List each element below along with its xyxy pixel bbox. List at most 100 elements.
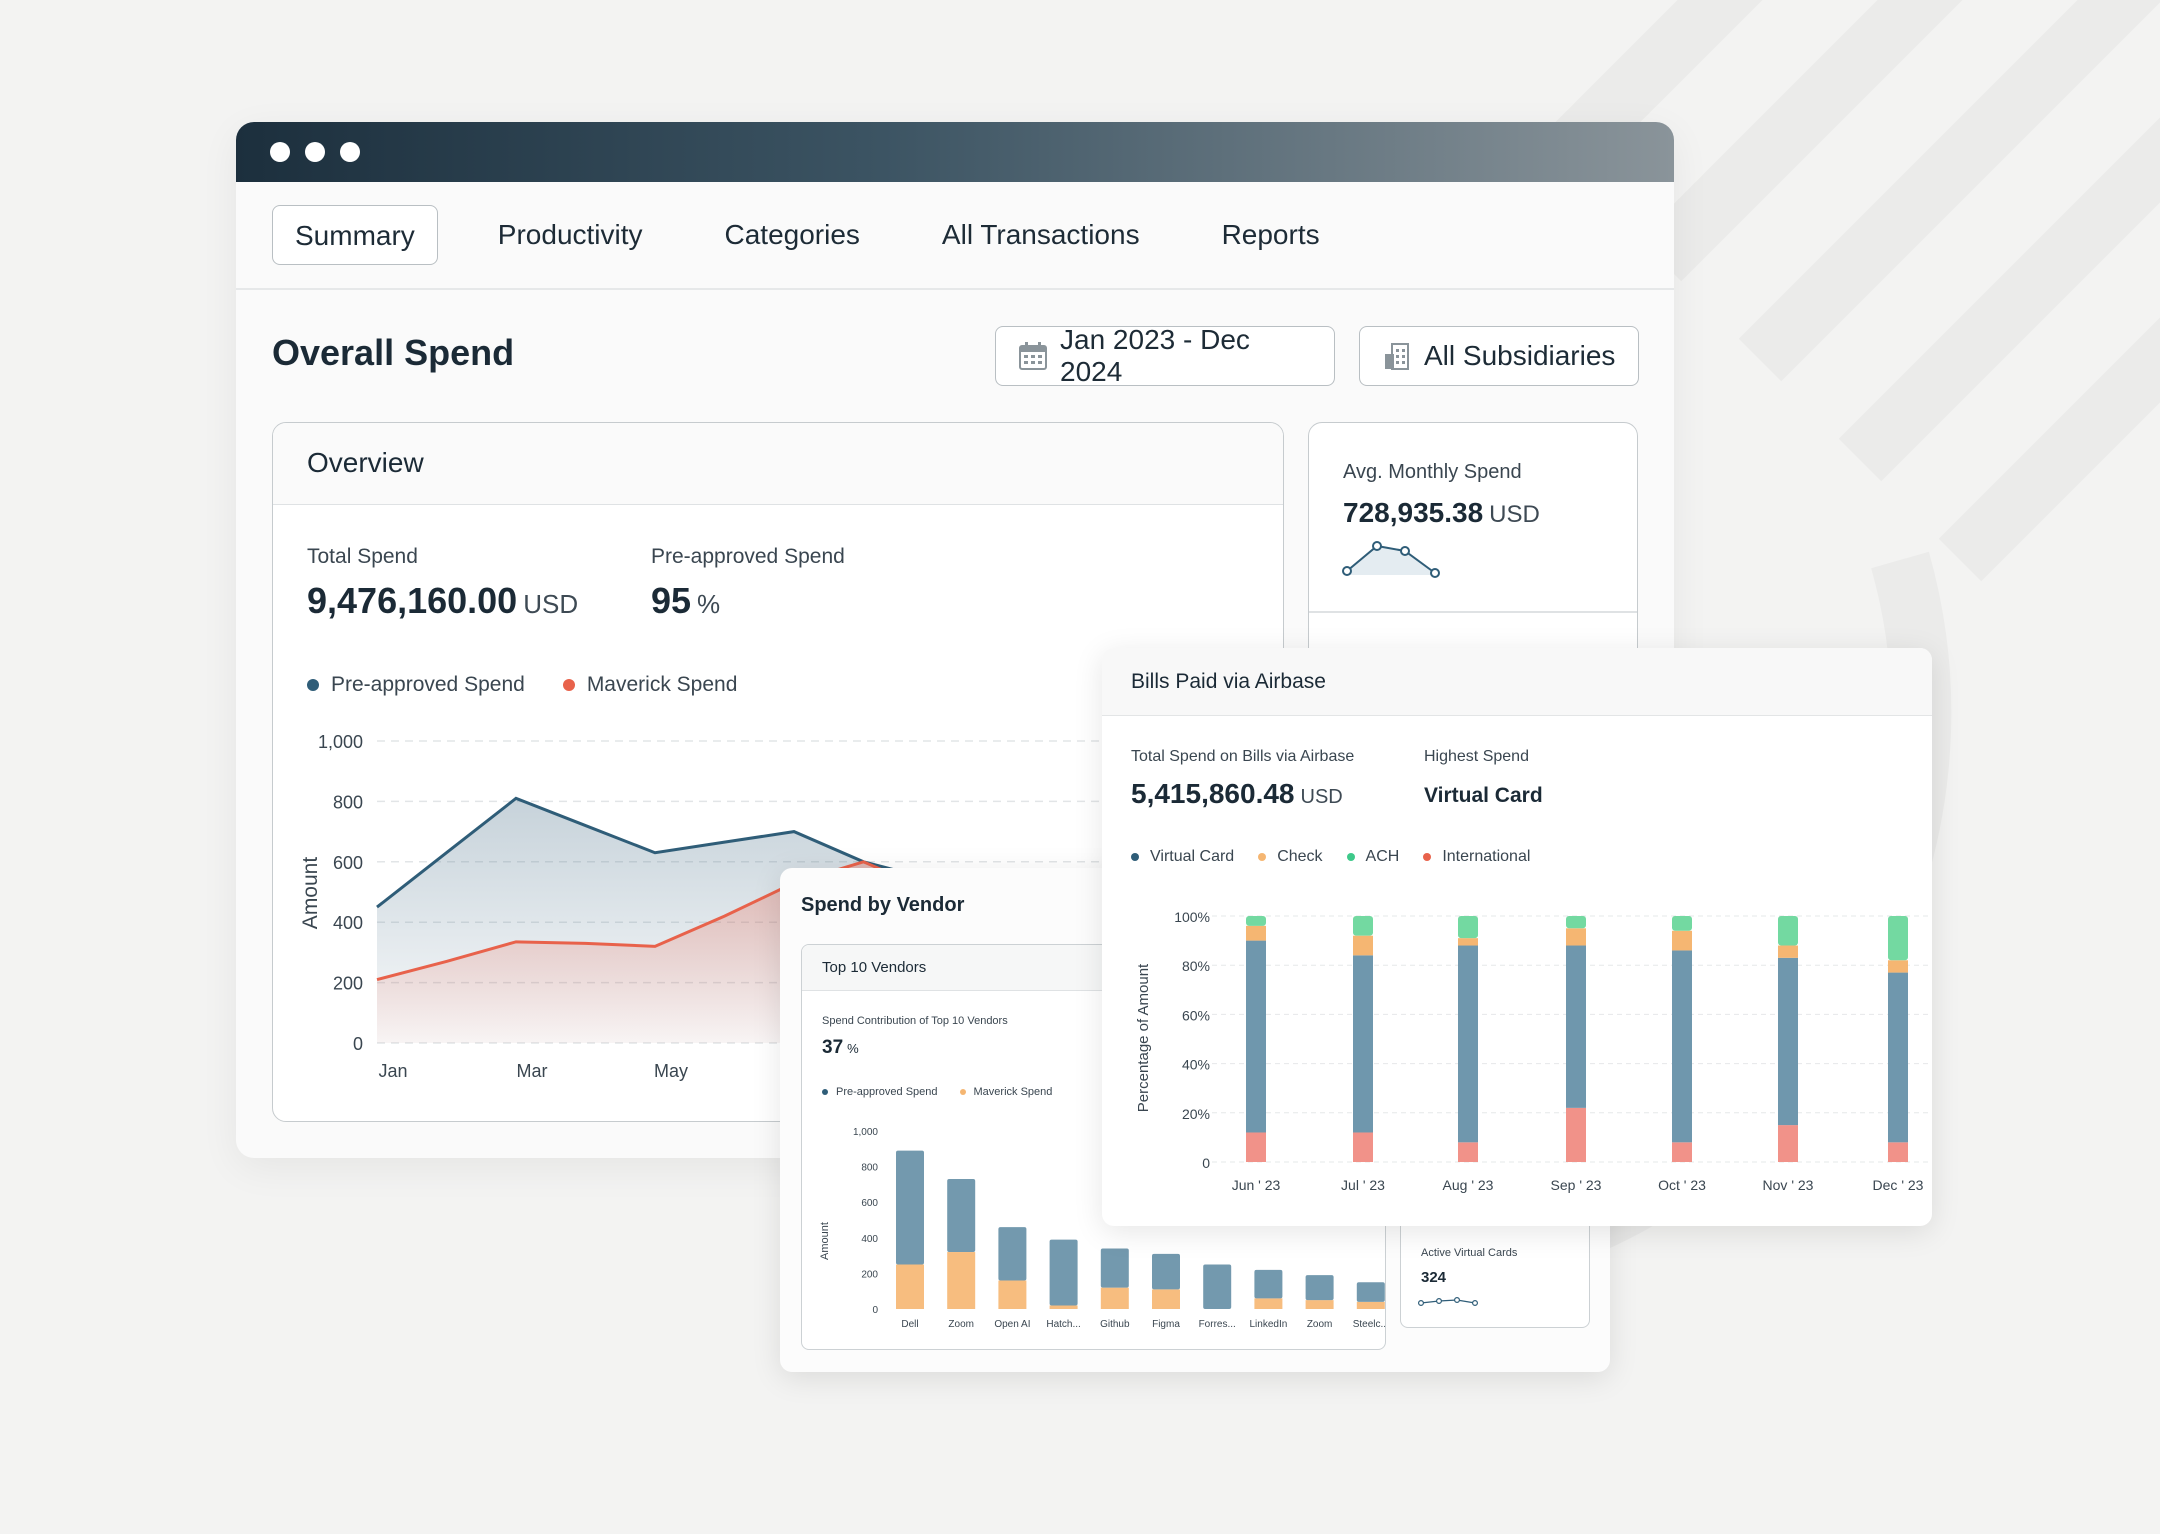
window-titlebar [236,122,1674,182]
vendor-legend: Pre-approved Spend Maverick Spend [822,1086,1090,1098]
vendor-xtick: Forres... [1199,1319,1236,1330]
bills-bar-segment [1888,960,1908,973]
legend-preapproved[interactable]: Pre-approved Spend [307,673,525,697]
vendor-bar-segment [1305,1300,1334,1309]
vendor-bar-segment [1356,1301,1385,1309]
legend-maverick[interactable]: Maverick Spend [562,673,737,697]
window-minimize-dot[interactable] [305,142,325,162]
bills-bar-segment [1566,1107,1586,1162]
avg-monthly-label: Avg. Monthly Spend [1343,461,1522,483]
bills-bar-segment [1672,950,1692,1143]
vendor-bar-segment [1203,1264,1232,1309]
overview-xtick: May [654,1061,688,1081]
overview-ytick: 400 [333,913,363,933]
window-close-dot[interactable] [270,142,290,162]
bills-bar-segment [1778,945,1798,958]
bills-bar-segment [1566,928,1586,946]
tab-productivity[interactable]: Productivity [497,219,643,250]
bills-legend-ach[interactable]: ACH [1346,848,1399,866]
active-virtual-cards-value: 324 [1421,1269,1447,1286]
vendor-legend-maverick[interactable]: Maverick Spend [959,1086,1052,1098]
total-spend-value: 9,476,160.00 USD [307,580,579,621]
vendor-contribution-value: 37% [822,1037,859,1058]
date-range-button[interactable]: Jan 2023 - Dec 2024 [995,324,1335,387]
bills-legend-check[interactable]: Check [1258,848,1323,866]
vendor-bar-segment [896,1150,924,1265]
bills-bar-segment [1888,916,1908,961]
overview-ytick: 800 [333,792,363,812]
bills-bar-segment [1458,938,1478,946]
overview-xtick: Jan [378,1061,407,1081]
bills-ytick: 20% [1182,1106,1210,1122]
bills-total-value: 5,415,860.48 USD [1131,778,1343,809]
vendor-bar-segment [947,1252,976,1309]
window-maximize-dot[interactable] [340,142,360,162]
vendor-bar-segment [1254,1298,1283,1309]
bills-bar-segment [1672,916,1692,931]
bills-bar-segment [1888,972,1908,1143]
vendor-xtick: Steelc... [1353,1319,1386,1330]
bills-xtick: Nov ' 23 [1763,1177,1814,1193]
highest-spend-label: Highest Spend [1424,748,1529,765]
vendor-bar-segment [998,1280,1027,1309]
overview-ytick: 0 [353,1034,363,1054]
calendar-icon [1018,341,1048,371]
bills-ytick: 0 [1202,1155,1210,1171]
building-icon [1382,341,1412,371]
vendor-ytick: 200 [861,1269,878,1280]
vendor-xtick: Zoom [1307,1319,1333,1330]
overview-ytick: 600 [333,853,363,873]
bills-total-label: Total Spend on Bills via Airbase [1131,748,1355,765]
vendor-xtick: Github [1100,1319,1130,1330]
date-range-label: Jan 2023 - Dec 2024 [1060,324,1250,387]
bills-bar-segment [1458,1142,1478,1162]
bills-ytick: 100% [1174,909,1210,925]
overview-xtick: Mar [517,1061,548,1081]
bills-bar-segment [1778,957,1798,1126]
bills-bar-segment [1778,916,1798,946]
nav-tabs: Summary Productivity Categories All Tran… [272,205,1380,265]
bills-xtick: Oct ' 23 [1658,1177,1706,1193]
vendor-bar-segment [947,1179,976,1253]
vendor-ytick: 1,000 [853,1127,878,1138]
overview-title: Overview [307,447,424,478]
tab-all-transactions[interactable]: All Transactions [941,219,1140,250]
overview-legend: Pre-approved Spend Maverick Spend [307,673,775,697]
overview-ytick: 1,000 [318,732,363,752]
subsidiaries-label: All Subsidiaries [1424,340,1616,371]
bills-bar-segment [1246,1132,1266,1162]
vendor-xtick: Hatch... [1046,1319,1080,1330]
tab-categories[interactable]: Categories [724,219,860,250]
bills-bar-segment [1566,945,1586,1108]
vendor-bar-segment [1254,1269,1283,1299]
tabs-divider [236,288,1674,290]
subsidiaries-button[interactable]: All Subsidiaries [1359,326,1639,386]
bills-legend-international[interactable]: International [1423,848,1530,866]
vendor-bar-segment [1049,1305,1078,1309]
bills-xtick: Dec ' 23 [1873,1177,1924,1193]
highest-spend-value: Virtual Card [1424,784,1543,807]
vendor-bar-segment [1152,1253,1180,1290]
bills-title: Bills Paid via Airbase [1131,670,1326,693]
preapproved-value: 95% [651,580,721,621]
tab-reports[interactable]: Reports [1221,219,1320,250]
bills-stacked-bar-chart: 0 20% 40% 60% 80% 100% Percentage of Amount Jun… [1135,909,1932,1193]
bills-legend-virtual-card[interactable]: Virtual Card [1131,848,1234,866]
preapproved-label: Pre-approved Spend [651,545,845,568]
bills-bar-segment [1353,916,1373,936]
vendor-bar-segment [1305,1275,1334,1301]
vendor-bar-chart: 0 200 400 600 800 1,000 Amount Dell Zoom Open AI H… [819,1127,1386,1330]
vendor-bar-segment [1049,1239,1078,1306]
bills-xtick: Jun ' 23 [1232,1177,1281,1193]
bills-bar-segment [1778,1125,1798,1162]
vendor-bar-segment [998,1227,1027,1281]
overview-ylabel: Amount [299,857,322,930]
bills-xtick: Aug ' 23 [1443,1177,1494,1193]
bills-bar-segment [1566,916,1586,929]
vendor-legend-preapproved[interactable]: Pre-approved Spend [822,1086,938,1098]
tab-summary[interactable]: Summary [272,205,438,265]
bills-bar-segment [1888,1142,1908,1162]
bills-legend: Virtual Card Check ACH International [1131,848,1568,866]
vendor-xtick: Open AI [994,1319,1030,1330]
bills-bar-segment [1246,916,1266,926]
